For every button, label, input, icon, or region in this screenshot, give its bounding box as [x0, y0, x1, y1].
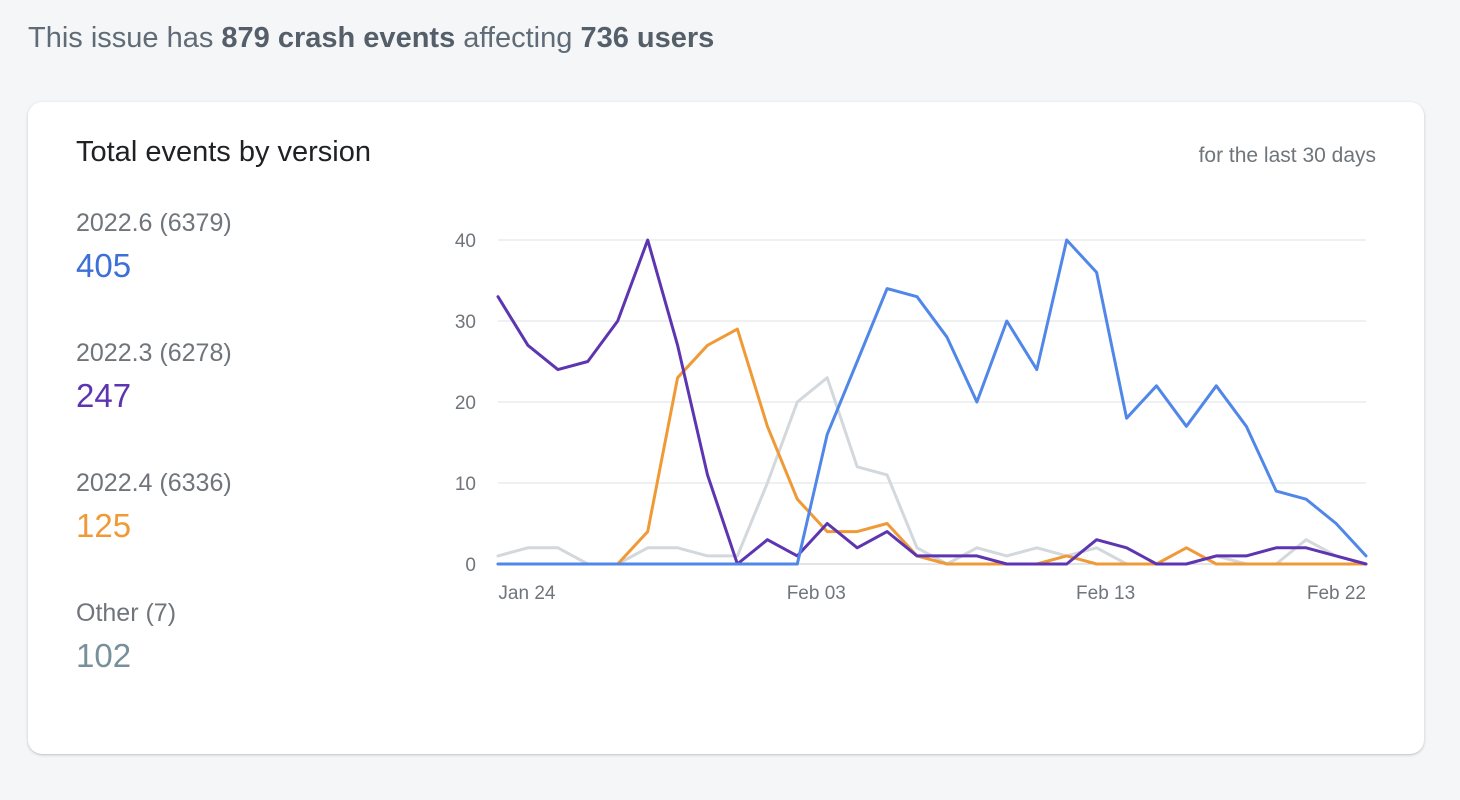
y-tick-label: 10 [455, 474, 476, 495]
legend-version-name: Other (7) [76, 599, 177, 627]
series-line-other [496, 376, 1368, 566]
legend-version-name: 2022.4 (6336) [76, 469, 232, 497]
series-line-2022-4 [496, 327, 1368, 566]
legend-version-name: 2022.3 (6278) [76, 339, 232, 367]
card-title: Total events by version [76, 136, 371, 168]
legend-item-other[interactable]: Other (7) 102 [76, 598, 232, 728]
legend-event-count: 405 [76, 247, 132, 284]
legend-item-2022-6[interactable]: 2022.6 (6379) 405 [76, 208, 232, 338]
legend-item-2022-3[interactable]: 2022.3 (6278) 247 [76, 338, 232, 468]
y-tick-label: 30 [455, 312, 476, 333]
legend-version-name: 2022.6 (6379) [76, 209, 232, 237]
summary-middle: affecting [463, 22, 573, 54]
y-tick-label: 20 [455, 393, 476, 414]
events-by-version-card: Total events by version for the last 30 … [28, 102, 1424, 754]
events-line-chart: 0 10 20 30 40 Jan 24 Feb 03 Feb 13 Feb 22 [455, 231, 1368, 604]
x-tick-label: Feb 03 [787, 583, 846, 604]
y-tick-label: 40 [455, 231, 476, 252]
y-tick-label: 0 [465, 555, 476, 576]
x-tick-label: Feb 13 [1076, 583, 1135, 604]
legend-event-count: 125 [76, 507, 132, 544]
crash-events-count: 879 crash events [221, 22, 456, 54]
series-line-2022-6 [496, 238, 1368, 566]
card-subtitle: for the last 30 days [1198, 144, 1376, 167]
x-tick-label: Feb 22 [1307, 583, 1366, 604]
series-line-2022-3 [496, 238, 1368, 566]
x-tick-label: Jan 24 [498, 583, 555, 604]
summary-prefix: This issue has [28, 22, 214, 54]
issue-summary: This issue has 879 crash events affectin… [28, 22, 714, 55]
affected-users-count: 736 users [580, 22, 715, 54]
legend-event-count: 102 [76, 637, 132, 674]
legend-item-2022-4[interactable]: 2022.4 (6336) 125 [76, 468, 232, 598]
version-legend: 2022.6 (6379) 405 2022.3 (6278) 247 2022… [76, 208, 232, 728]
legend-event-count: 247 [76, 377, 132, 414]
